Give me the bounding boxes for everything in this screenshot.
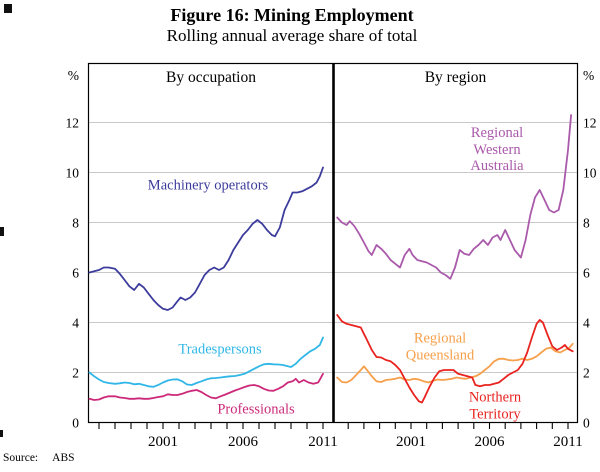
y-label-left-4: 4 — [72, 316, 79, 331]
y-label-left-2: 2 — [72, 366, 79, 381]
series-line-regional-western-australia — [336, 114, 572, 280]
source-label: Source: — [3, 452, 39, 464]
y-label-right-2: 2 — [583, 366, 590, 381]
y-label-right-4: 4 — [583, 316, 590, 331]
y-label-right-10: 10 — [583, 166, 597, 181]
series-label-regional-western-australia: Regional Western Australia — [470, 124, 524, 175]
series-line-tradespersons — [88, 336, 324, 388]
scan-artifact — [4, 4, 12, 13]
y-label-right-0: 0 — [583, 416, 590, 431]
series-label-tradespersons: Tradespersons — [178, 341, 262, 358]
series-line-northern-territory — [336, 314, 574, 404]
series-label-regional-queensland: Regional Queensland — [405, 330, 475, 363]
y-label-left-8: 8 — [72, 216, 79, 231]
panel-title-by-region: By region — [424, 69, 487, 86]
series-line-regional-queensland — [336, 342, 574, 384]
y-label-right-8: 8 — [583, 216, 590, 231]
y-label-left-10: 10 — [66, 166, 80, 181]
y-unit-right: % — [583, 68, 594, 83]
scan-artifact — [0, 430, 3, 437]
x-label-region-2006: 2006 — [475, 434, 506, 450]
y-label-left-12: 12 — [66, 116, 80, 131]
series-label-northern-territory: Northern Territory — [468, 389, 522, 422]
y-label-right-12: 12 — [583, 116, 597, 131]
source-note: Source: ABS — [3, 452, 75, 464]
y-unit-left: % — [68, 68, 79, 83]
figure-subtitle: Rolling annual average share of total — [166, 26, 418, 45]
series-label-machinery-operators: Machinery operators — [147, 177, 269, 194]
series-line-professionals — [88, 372, 324, 401]
y-label-left-6: 6 — [72, 266, 79, 281]
scan-artifact — [0, 227, 4, 236]
x-label-occupation-2001: 2001 — [148, 434, 178, 450]
y-label-left-0: 0 — [72, 416, 79, 431]
panel-title-by-occupation: By occupation — [166, 69, 256, 86]
source-value: ABS — [52, 452, 75, 464]
series-line-machinery-operators — [88, 166, 324, 311]
x-label-occupation-2006: 2006 — [228, 434, 259, 450]
x-label-region-2011: 2011 — [553, 434, 582, 450]
figure-title: Figure 16: Mining Employment — [170, 5, 414, 25]
x-label-region-2001: 2001 — [396, 434, 426, 450]
y-label-right-6: 6 — [583, 266, 590, 281]
x-label-occupation-2011: 2011 — [308, 434, 337, 450]
series-label-professionals: Professionals — [217, 401, 295, 418]
